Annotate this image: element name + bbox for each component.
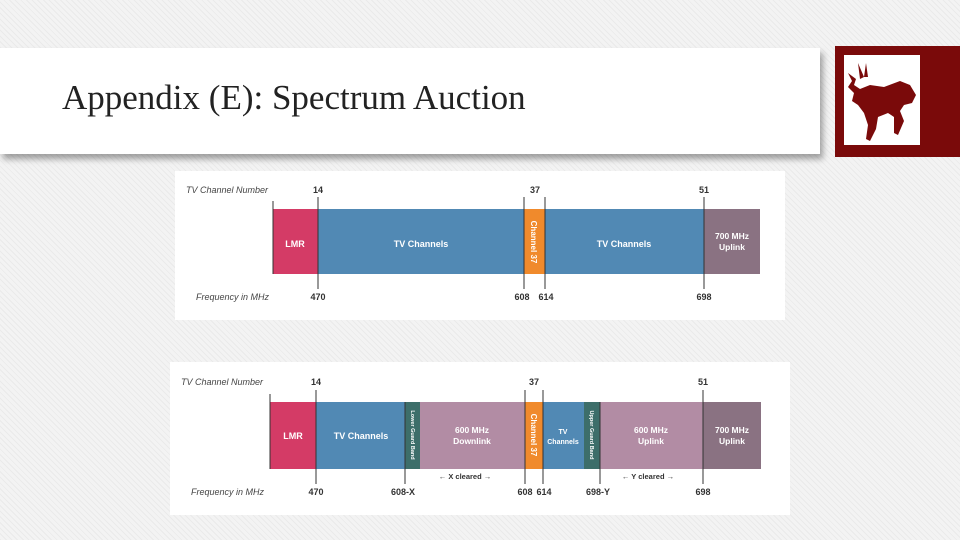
700mhz-uplink-label-line2: Uplink [719, 242, 745, 252]
channel-37-segment-label: Channel 37 [529, 414, 538, 457]
tv-channels-band-1 [316, 402, 405, 469]
600mhz-uplink-band [600, 402, 703, 469]
lower-guard-band-label: Lower Guard Band [409, 410, 415, 459]
700mhz-uplink-label-line1: 700 MHz [715, 231, 749, 241]
tv-channels-band-2 [545, 209, 704, 274]
channel-14-label: 14 [313, 185, 323, 195]
freq-608x-label: 608-X [391, 487, 415, 497]
freq-698y-label: 698-Y [586, 487, 610, 497]
y-cleared-label: ← Y cleared → [622, 472, 674, 481]
upper-guard-band-label: Upper Guard Band [588, 411, 594, 460]
spectrum-diagram-auction: TV Channel Number Frequency in MHz 14 37… [170, 362, 790, 515]
title-bar [0, 48, 820, 154]
spectrum-diagram-current: TV Channel Number Frequency in MHz 14 37… [175, 171, 785, 320]
frequency-row-label: Frequency in MHz [196, 292, 270, 302]
tv-channels-band-1 [318, 209, 524, 274]
freq-614-label: 614 [536, 487, 551, 497]
freq-470-label: 470 [308, 487, 323, 497]
700mhz-uplink-label-line2: Uplink [719, 436, 745, 446]
channel-37-band [524, 209, 545, 274]
600mhz-uplink-label-line2: Uplink [638, 436, 664, 446]
lmr-band [273, 209, 318, 274]
x-cleared-label: ← X cleared → [439, 472, 492, 481]
freq-470-label: 470 [310, 292, 325, 302]
channel-51-label: 51 [699, 185, 709, 195]
tv-channels-label-1: TV Channels [394, 239, 449, 249]
600mhz-uplink-label-line1: 600 MHz [634, 425, 668, 435]
freq-698-label: 698 [695, 487, 710, 497]
slide-title: Appendix (E): Spectrum Auction [62, 78, 526, 117]
tv-channels-mid-label-line2: Channels [547, 439, 579, 446]
upper-guard-band [584, 402, 600, 469]
channel-row-label: TV Channel Number [186, 185, 269, 195]
channel-37-label: 37 [530, 185, 540, 195]
600mhz-downlink-label-line1: 600 MHz [455, 425, 489, 435]
tv-channels-label-1: TV Channels [334, 431, 389, 441]
channel-37-label: 37 [529, 377, 539, 387]
channel-37-band [525, 402, 543, 469]
freq-608-label: 608 [517, 487, 532, 497]
channel-14-label: 14 [311, 377, 321, 387]
logo [835, 46, 960, 157]
channel-51-label: 51 [698, 377, 708, 387]
600mhz-downlink-label-line2: Downlink [453, 436, 491, 446]
frequency-row-label: Frequency in MHz [191, 487, 265, 497]
tv-channels-band-2 [543, 402, 584, 469]
freq-698-label: 698 [696, 292, 711, 302]
tv-channels-mid-label-line1: TV [559, 429, 568, 436]
channel-row-label: TV Channel Number [181, 377, 264, 387]
600mhz-downlink-band [420, 402, 525, 469]
lmr-label: LMR [283, 431, 303, 441]
tv-channels-label-2: TV Channels [597, 239, 652, 249]
lmr-label: LMR [285, 239, 305, 249]
700mhz-uplink-band [703, 402, 761, 469]
channel-37-segment-label: Channel 37 [529, 221, 538, 264]
700mhz-uplink-label-line1: 700 MHz [715, 425, 749, 435]
lmr-band [270, 402, 316, 469]
freq-608-label: 608 [514, 292, 529, 302]
lower-guard-band [405, 402, 420, 469]
bull-icon [844, 55, 920, 145]
700mhz-uplink-band [704, 209, 760, 274]
freq-614-label: 614 [538, 292, 553, 302]
